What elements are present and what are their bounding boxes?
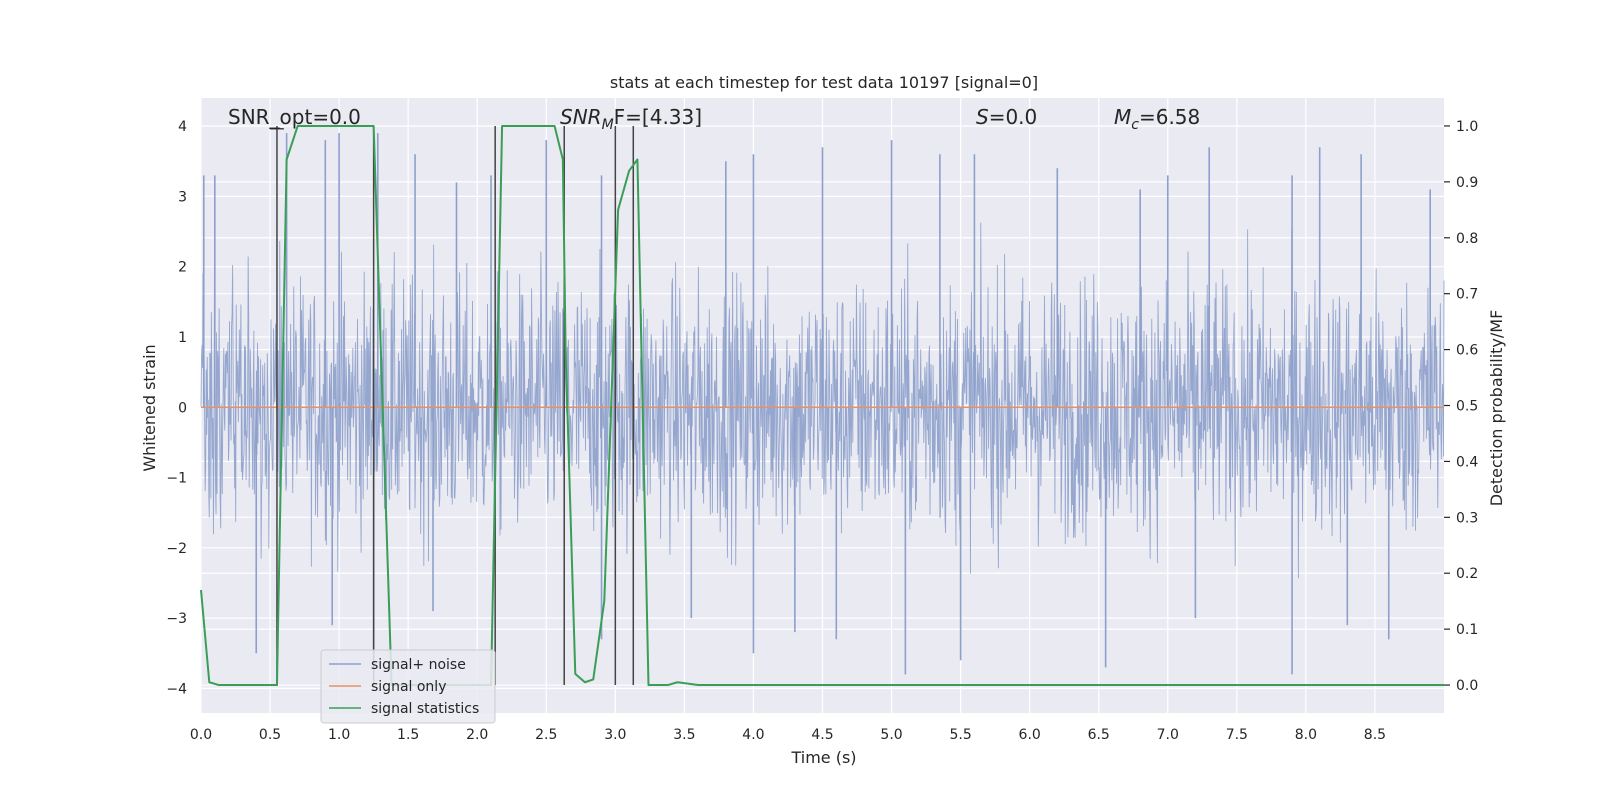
x-axis-ticks: 0.0 0.5 1.0 1.5 2.0 2.5 3.0 3.5 4.0 4.5 5.0 5.5 6.0 6… <box>190 727 1386 743</box>
snr-mf-main: SNR <box>560 105 602 129</box>
legend-box <box>320 649 496 724</box>
y2-tick-label: 0.2 <box>1456 566 1478 582</box>
x-tick-label: 3.0 <box>604 727 626 743</box>
x-tick-label: 6.5 <box>1088 727 1110 743</box>
x-tick-label: 4.0 <box>742 727 764 743</box>
snr-mf-annotation: SNRMF=[4.33] <box>560 105 702 133</box>
chart-title: stats at each timestep for test data 101… <box>610 73 1038 92</box>
mc-annotation: Mc=6.58 <box>1114 105 1200 133</box>
y-tick-label: 0 <box>178 400 187 416</box>
legend-label-stats: signal statistics <box>371 701 479 717</box>
y2-tick-label: 0.5 <box>1456 399 1478 415</box>
x-tick-label: 5.0 <box>880 727 902 743</box>
mc-subscript: c <box>1131 117 1139 133</box>
y-tick-label: 1 <box>178 330 187 346</box>
y2-axis-label: Detection probability/MF <box>1487 310 1506 507</box>
x-tick-label: 2.0 <box>466 727 488 743</box>
y2-tick-label: 0.7 <box>1456 287 1478 303</box>
y2-tick-label: 0.3 <box>1456 510 1478 526</box>
y-tick-label: 2 <box>178 260 187 276</box>
snr-mf-subscript: M <box>602 117 614 133</box>
x-tick-label: 6.0 <box>1019 727 1041 743</box>
y-tick-label: −3 <box>166 611 187 627</box>
y2-tick-label: 0.0 <box>1456 678 1478 694</box>
y-tick-label: 4 <box>178 119 187 135</box>
x-tick-label: 7.5 <box>1226 727 1248 743</box>
x-tick-label: 4.5 <box>811 727 833 743</box>
y2-axis-ticks: 0.0 0.1 0.2 0.3 0.4 0.5 0.6 0.7 0.8 0.9 1.0 <box>1444 119 1478 694</box>
noise-trace <box>200 222 1445 579</box>
y-tick-label: −4 <box>166 681 187 697</box>
s-main: S <box>976 105 989 129</box>
y2-tick-label: 0.1 <box>1456 622 1478 638</box>
mc-value: =6.58 <box>1139 105 1200 129</box>
y-tick-label: −1 <box>166 471 187 487</box>
y-axis-ticks: −4 −3 −2 −1 0 1 2 3 4 <box>166 119 187 697</box>
legend-label-signal: signal only <box>371 679 446 695</box>
x-tick-label: 0.0 <box>190 727 212 743</box>
snr-opt-annotation: SNR_opt=0.0 <box>228 105 361 129</box>
y2-tick-label: 0.4 <box>1456 454 1478 470</box>
x-tick-label: 1.5 <box>397 727 419 743</box>
x-tick-label: 2.5 <box>535 727 557 743</box>
y-axis-label: Whitened strain <box>140 344 159 471</box>
x-tick-label: 3.5 <box>673 727 695 743</box>
x-tick-label: 8.0 <box>1295 727 1317 743</box>
legend: signal+ noise signal only signal statist… <box>320 649 496 724</box>
legend-label-noise: signal+ noise <box>371 657 466 673</box>
y-tick-label: −2 <box>166 541 187 557</box>
s-value: =0.0 <box>989 105 1038 129</box>
y2-tick-label: 0.9 <box>1456 175 1478 191</box>
signal-statistics-series <box>200 124 1444 687</box>
y-tick-label: 3 <box>178 189 187 205</box>
s-annotation: S=0.0 <box>976 105 1037 129</box>
x-tick-label: 8.5 <box>1364 727 1386 743</box>
mc-main: M <box>1114 105 1131 129</box>
y2-tick-label: 1.0 <box>1456 119 1478 135</box>
vertical-markers <box>270 125 635 686</box>
x-tick-label: 0.5 <box>259 727 281 743</box>
signal-statistics-line <box>200 124 1444 687</box>
x-tick-label: 7.0 <box>1157 727 1179 743</box>
x-tick-label: 1.0 <box>328 727 350 743</box>
y2-tick-label: 0.6 <box>1456 343 1478 359</box>
snr-mf-value: F=[4.33] <box>614 105 702 129</box>
x-axis-label: Time (s) <box>790 748 856 767</box>
y2-tick-label: 0.8 <box>1456 231 1478 247</box>
x-tick-label: 5.5 <box>949 727 971 743</box>
